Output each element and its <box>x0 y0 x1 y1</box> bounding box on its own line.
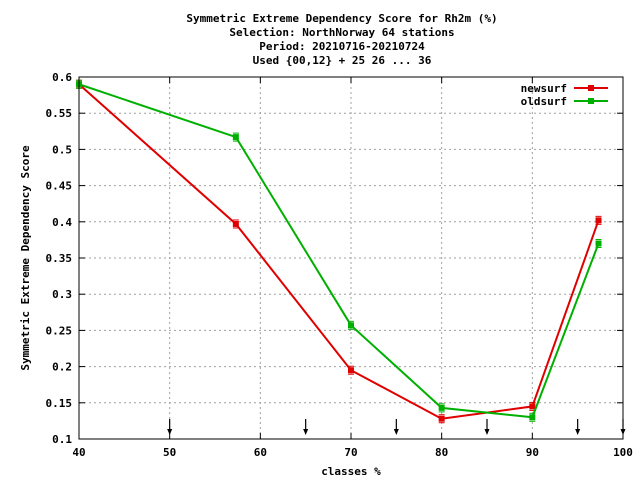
legend-marker <box>588 98 594 104</box>
threshold-arrow-head <box>393 429 399 435</box>
y-tick-label: 0.4 <box>52 216 72 229</box>
data-point-oldsurf <box>232 134 239 141</box>
data-point-oldsurf <box>438 404 445 411</box>
legend-item-newsurf: newsurf <box>521 82 608 95</box>
series-newsurf <box>76 79 602 424</box>
x-tick-label: 40 <box>72 446 85 459</box>
x-tick-label: 100 <box>613 446 633 459</box>
x-tick-label: 80 <box>435 446 448 459</box>
threshold-arrow <box>167 419 173 435</box>
threshold-arrow-head <box>484 429 490 435</box>
chart-title: Symmetric Extreme Dependency Score for R… <box>186 12 497 67</box>
threshold-arrow-head <box>575 429 581 435</box>
legend-marker <box>588 85 594 91</box>
legend-item-oldsurf: oldsurf <box>521 95 608 108</box>
y-tick-label: 0.25 <box>46 324 73 337</box>
data-point-newsurf <box>529 403 536 410</box>
plot-frame <box>78 76 624 440</box>
threshold-arrow-head <box>303 429 309 435</box>
title-line-4: Used {00,12} + 25 26 ... 36 <box>253 54 432 67</box>
series-line-newsurf <box>78 83 600 420</box>
y-tick-label: 0.6 <box>52 71 72 84</box>
y-tick-label: 0.2 <box>52 361 72 374</box>
data-point-newsurf <box>232 220 239 227</box>
threshold-arrow <box>484 419 490 435</box>
data-series <box>76 79 602 424</box>
data-point-oldsurf <box>348 322 354 329</box>
threshold-arrow <box>303 419 309 435</box>
y-tick-label: 0.15 <box>46 397 73 410</box>
series-line-oldsurf <box>78 83 600 419</box>
y-tick-label: 0.55 <box>46 107 73 120</box>
y-axis-label: Symmetric Extreme Dependency Score <box>19 145 32 371</box>
y-tick-labels: 0.1 0.15 0.2 0.25 0.3 0.35 0.4 0.45 0.5 0.55 0.6 <box>46 71 73 446</box>
x-tick-label: 90 <box>526 446 539 459</box>
x-axis-label: classes % <box>321 465 381 478</box>
threshold-arrow-head <box>167 429 173 435</box>
grid <box>79 77 623 439</box>
y-tick-label: 0.5 <box>52 143 72 156</box>
y-tick-label: 0.1 <box>52 433 72 446</box>
x-tick-label: 70 <box>344 446 357 459</box>
data-point-oldsurf <box>595 240 602 247</box>
x-tick-label: 50 <box>163 446 176 459</box>
data-point-newsurf <box>438 415 445 422</box>
title-line-2: Selection: NorthNorway 64 stations <box>229 26 454 39</box>
threshold-arrows <box>167 419 626 435</box>
title-line-3: Period: 20210716-20210724 <box>259 40 425 53</box>
legend-label: oldsurf <box>521 95 567 108</box>
y-tick-label: 0.35 <box>46 252 73 265</box>
legend-label: newsurf <box>521 82 567 95</box>
x-tick-labels: 40 50 60 70 80 90 100 <box>72 446 633 459</box>
title-line-1: Symmetric Extreme Dependency Score for R… <box>186 12 497 25</box>
data-point-newsurf <box>595 217 602 224</box>
x-tick-label: 60 <box>254 446 267 459</box>
threshold-arrow <box>575 419 581 435</box>
data-point-newsurf <box>348 367 354 374</box>
y-tick-label: 0.45 <box>46 180 73 193</box>
y-tick-label: 0.3 <box>52 288 72 301</box>
data-point-oldsurf <box>529 414 536 421</box>
series-oldsurf <box>76 79 602 422</box>
threshold-arrow <box>393 419 399 435</box>
